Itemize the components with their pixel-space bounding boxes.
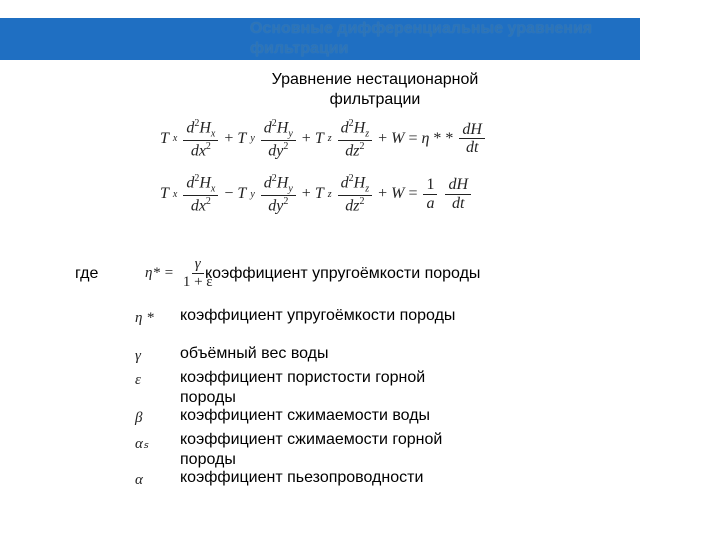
definition-symbol: αₛ <box>135 434 163 453</box>
eta-description: коэффициент упругоёмкости породы <box>205 265 480 283</box>
eq1-t2-coef: T <box>237 130 246 148</box>
equation-2: Tx d2Hx dx2 − Ty d2Hy dy2 + Tz d2Hz dz2 … <box>160 173 487 214</box>
definition-text: коэффициент пористости горной породы <box>180 368 480 408</box>
eq1-t3-coef: T <box>315 130 324 148</box>
eq1-t1-coefsub: x <box>173 133 177 144</box>
definition-text: коэффициент пьезопроводности <box>180 468 480 488</box>
eq1-eta-star: * <box>433 130 441 148</box>
eq2-t1-frac: d2Hx dx2 <box>183 173 218 214</box>
definition-symbol: α <box>135 472 163 489</box>
eq1-rhs-frac: dH dt <box>459 121 485 157</box>
where-label: где <box>75 265 98 283</box>
eq1-eta: η <box>421 130 429 148</box>
eta-left: η* = <box>145 265 174 282</box>
page-title: Основные дифференциальные уравнения филь… <box>250 19 640 59</box>
definition-text: коэффициент упругоёмкости породы <box>180 306 480 326</box>
definition-text: объёмный вес воды <box>180 344 480 364</box>
definition-symbol: β <box>135 410 163 427</box>
eq2-t2-frac: d2Hy dy2 <box>261 173 296 214</box>
eq2-rhs-frac2: dH dt <box>445 176 471 212</box>
subtitle: Уравнение нестационарной фильтрации <box>245 70 505 110</box>
eq2-t1-coef: T <box>160 185 169 203</box>
eq1-t1-frac: d2Hx dx2 <box>183 118 218 159</box>
eq2-t2-coef: T <box>237 185 246 203</box>
eq1-W: W <box>391 130 404 148</box>
equations-block: Tx d2Hx dx2 + Ty d2Hy dy2 + Tz d2Hz dz2 … <box>160 118 487 229</box>
eq2-t3-frac: d2Hz dz2 <box>338 173 372 214</box>
eq1-t1-coef: T <box>160 130 169 148</box>
definition-text: коэффициент сжимаемости горной породы <box>180 430 480 470</box>
eq2-W: W <box>391 185 404 203</box>
definition-text: коэффициент сжимаемости воды <box>180 406 480 426</box>
definition-symbol: γ <box>135 348 163 365</box>
definition-symbol: η * <box>135 310 163 327</box>
eq1-times: * <box>445 130 453 148</box>
eq2-rhs-frac1: 1 a <box>423 176 437 212</box>
eq1-t2-frac: d2Hy dy2 <box>261 118 296 159</box>
equation-1: Tx d2Hx dx2 + Ty d2Hy dy2 + Tz d2Hz dz2 … <box>160 118 487 159</box>
definition-symbol: ε <box>135 372 163 389</box>
eq1-t3-frac: d2Hz dz2 <box>338 118 372 159</box>
eq2-t3-coef: T <box>315 185 324 203</box>
title-banner: Основные дифференциальные уравнения филь… <box>0 18 640 60</box>
